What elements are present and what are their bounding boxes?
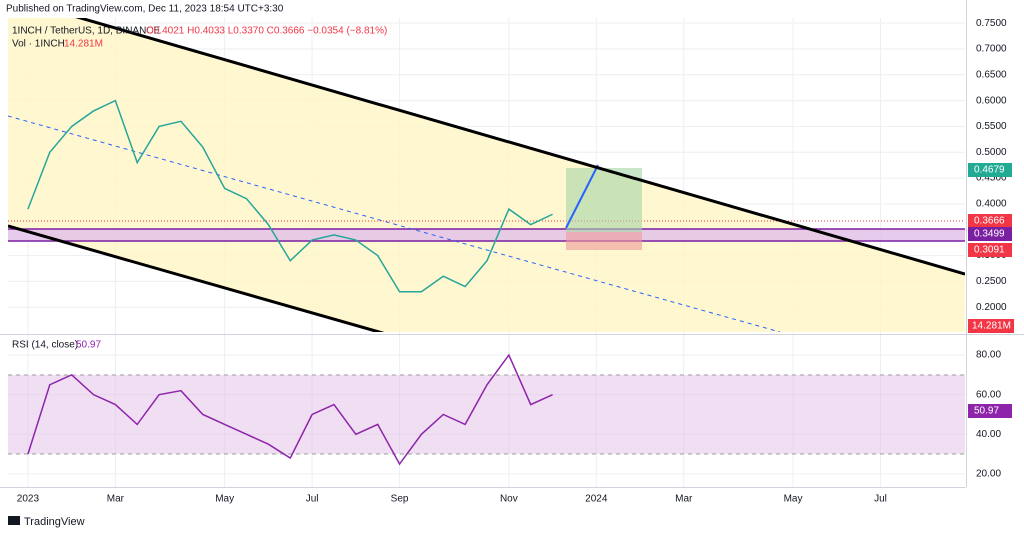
marker-bg	[968, 163, 1012, 177]
mid-line	[8, 115, 781, 332]
y-tick-label: 0.6500	[976, 69, 1007, 80]
y-tick-label: 0.5500	[976, 121, 1007, 132]
marker-bg	[968, 404, 1012, 418]
y-tick-label: 0.4000	[976, 199, 1007, 210]
x-tick-label: May	[215, 494, 234, 505]
y-tick-label: 20.00	[976, 469, 1001, 480]
ohlc: O0.4021 H0.4033 L0.3370 C0.3666 −0.0354 …	[146, 26, 387, 37]
y-tick-label: 80.00	[976, 350, 1001, 361]
marker-bg	[968, 214, 1012, 228]
y-tick-label: 0.7000	[976, 44, 1007, 55]
series-line	[27, 353, 553, 466]
marker-bg	[968, 319, 1014, 333]
y-tick-label: 60.00	[976, 389, 1001, 400]
price-marker: 0.3091	[974, 245, 1005, 256]
price-marker: 0.3666	[974, 216, 1005, 227]
volume-name: Vol · 1INCH	[12, 39, 65, 50]
zone	[8, 229, 965, 241]
stop-box	[566, 232, 642, 250]
y-tick-label: 40.00	[976, 429, 1001, 440]
rsi-marker: 50.97	[974, 406, 999, 417]
channel-fill	[8, 18, 965, 332]
x-tick-label: Nov	[500, 494, 518, 505]
symbol: 1INCH / TetherUS, 1D, BINANCE	[12, 26, 161, 37]
y-tick-label: 0.6000	[976, 95, 1007, 106]
x-tick-label: May	[784, 494, 803, 505]
y-tick-label: 0.7500	[976, 18, 1007, 29]
y-tick-label: 0.5000	[976, 147, 1007, 158]
volume-marker: 14.281M	[972, 321, 1011, 332]
marker-bg	[968, 243, 1012, 257]
rsi-band	[8, 374, 965, 455]
channel-bottom	[8, 224, 385, 332]
price-marker: 0.4679	[974, 165, 1005, 176]
published: Published on TradingView.com, Dec 11, 20…	[6, 4, 284, 15]
rsi-title: RSI (14, close)	[12, 340, 78, 351]
y-tick-label: 0.2000	[976, 302, 1007, 313]
y-tick-label: 0.4500	[976, 173, 1007, 184]
rsi-band-fill	[8, 375, 965, 454]
series-line	[27, 99, 553, 293]
target-box	[566, 168, 642, 232]
x-tick-label: Jul	[874, 494, 887, 505]
marker-bg	[968, 227, 1012, 241]
projection	[565, 164, 599, 229]
rsi-current: 50.97	[76, 340, 101, 351]
x-tick-label: Mar	[675, 494, 693, 505]
x-tick-label: Jul	[306, 494, 319, 505]
x-tick-label: 2024	[585, 494, 608, 505]
price-marker: 0.3499	[974, 229, 1005, 240]
y-tick-label: 0.2500	[976, 276, 1007, 287]
volume-value: 14.281M	[64, 39, 103, 50]
x-tick-label: Mar	[107, 494, 125, 505]
drawings	[8, 18, 965, 332]
channel-top	[75, 18, 965, 276]
x-tick-label: Sep	[391, 494, 409, 505]
logo	[8, 516, 20, 525]
footer-brand: TradingView	[24, 516, 85, 528]
x-tick-label: 2023	[17, 494, 40, 505]
